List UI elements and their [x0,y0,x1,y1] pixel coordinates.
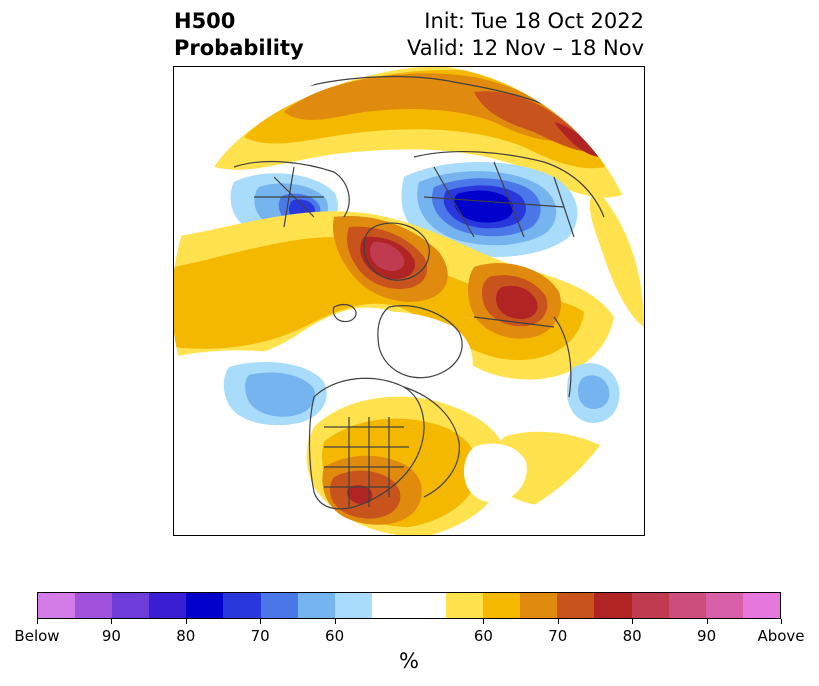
colorbar-segment [631,593,669,618]
colorbar-tick-label: Below [14,627,60,645]
us-states [324,417,409,507]
colorbar-tick [111,619,113,624]
region-above-central-85 [370,241,405,271]
region-above-central-65 [174,237,584,360]
colorbar-tick-label: 60 [473,627,493,645]
colorbar-segment [112,593,150,618]
asia-coast [413,150,605,238]
valid-range: Valid: 12 Nov – 18 Nov [407,36,644,60]
title-metric: Probability [174,36,304,60]
region-above-ural-80 [496,285,538,319]
north-america-coast [308,377,425,510]
coastlines [233,75,605,510]
colorbar-segment [520,593,558,618]
colorbar-tick [37,619,38,624]
region-above-north-75 [474,91,594,152]
colorbar-unit: % [399,649,419,673]
colorbar-ticks [37,619,782,625]
colorbar-tick-label: 80 [622,627,642,645]
colorbar-tick-label: 70 [548,627,568,645]
colorbar-segment [371,593,409,618]
colorbar-segment [705,593,743,618]
map-canvas [174,67,644,535]
colorbar-tick [706,619,708,624]
colorbar-segment [297,593,335,618]
region-below-siberia-80 [454,190,514,223]
colorbar-tick [781,619,782,624]
region-below-atlantic-65 [245,372,316,417]
region-below-pacific-65 [578,375,610,409]
colorbar-segment [668,593,706,618]
forecast-dates: Init: Tue 18 Oct 2022 Valid: 12 Nov – 18… [407,8,644,62]
colorbar-segment [594,593,632,618]
title-variable: H500 [174,9,236,33]
colorbar-segment [408,593,447,618]
colorbar-segment [186,593,224,618]
greenland-coast [363,222,430,281]
colorbar-tick [557,619,559,624]
region-above-north-80 [554,122,599,157]
colorbar-segment [38,593,76,618]
iceland-coast [332,303,357,323]
arctic-canada-coast [377,305,463,379]
shaded-probability-field [174,67,644,535]
probability-map [173,66,645,536]
colorbar-tick-label: Above [757,627,805,645]
russia-north-coast [303,75,575,118]
colorbar [37,592,781,619]
colorbar-tick-label: 90 [101,627,121,645]
colorbar-segment [557,593,595,618]
colorbar-tick-label: 90 [697,627,717,645]
europe-coast [233,160,350,228]
colorbar-tick [185,619,187,624]
region-above-east [589,187,644,327]
colorbar-segment [149,593,187,618]
map-title: H500 Probability [174,8,304,62]
colorbar-tick [260,619,262,624]
colorbar-segment [223,593,261,618]
colorbar-segment [334,593,372,618]
region-above-north-70 [284,73,584,142]
colorbar-segment [483,593,521,618]
colorbar-segment [260,593,298,618]
colorbar-segment [742,593,780,618]
east-coast [403,386,460,498]
colorbar-segment [446,593,484,618]
colorbar-tick-label: 80 [176,627,196,645]
pacific-coast [473,316,572,398]
colorbar-tick-label: 60 [325,627,345,645]
colorbar-tick [632,619,634,624]
region-neutral-east [464,443,527,503]
init-date: Init: Tue 18 Oct 2022 [424,9,644,33]
colorbar-tick [334,619,336,624]
region-neutral-arctic [354,311,473,407]
colorbar-tick [483,619,485,624]
region-above-na-80 [347,485,373,504]
colorbar-tick-label: 70 [250,627,270,645]
colorbar-segment [75,593,113,618]
